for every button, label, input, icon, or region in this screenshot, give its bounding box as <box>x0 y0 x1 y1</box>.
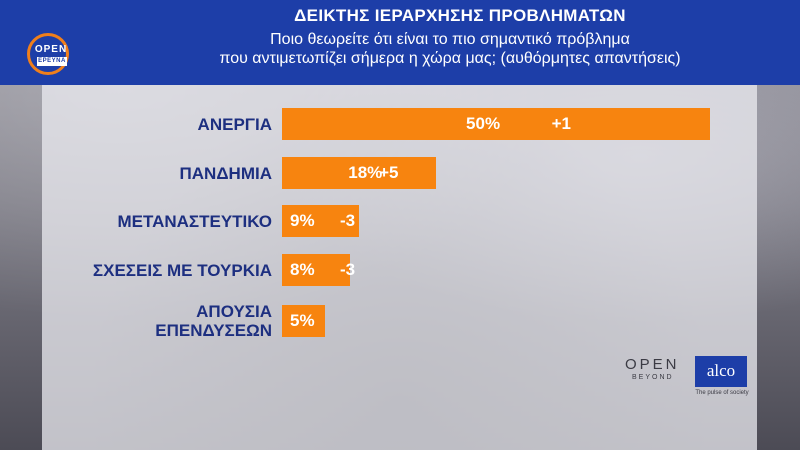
bar-value-label: 5% <box>290 311 315 330</box>
category-label-line: ΑΠΟΥΣΙΑ <box>196 302 272 321</box>
question-line-1: Ποιο θεωρείτε ότι είναι το πιο σημαντικό… <box>270 31 630 48</box>
header-bar: OPEN ΕΡΕΥΝΑ ΔΕΙΚΤΗΣ ΙΕΡΑΡΧΗΣΗΣ ΠΡΟΒΛΗΜΑΤ… <box>0 0 800 85</box>
bar-change-label: +5 <box>379 163 399 182</box>
bar-value-label: 9% <box>290 211 315 230</box>
bar-change-label: -3 <box>340 260 356 279</box>
category-label-line: ΑΝΕΡΓΙΑ <box>197 114 272 134</box>
question-line-2: που αντιμετωπίζει σήμερα η χώρα μας; (αυ… <box>219 50 681 67</box>
category-label: ΣΧΕΣΕΙΣ ΜΕ ΤΟΥΡΚΙΑ <box>52 261 272 280</box>
bar-change-label: -3 <box>340 211 356 230</box>
alco-tagline: The pulse of society <box>695 390 749 396</box>
category-label-line: ΣΧΕΣΕΙΣ ΜΕ ΤΟΥΡΚΙΑ <box>92 260 272 280</box>
bar-change-label: +1 <box>551 114 572 133</box>
category-label: ΑΝΕΡΓΙΑ <box>52 115 272 134</box>
category-label: ΑΠΟΥΣΙΑ ΕΠΕΝΔΥΣΕΩΝ <box>52 302 272 340</box>
bar-value-label: 8% <box>290 260 315 279</box>
open-beyond-logo: OPEN <box>625 356 680 373</box>
category-label-line: ΕΠΕΝΔΥΣΕΩΝ <box>155 321 272 340</box>
open-beyond-subtext: BEYOND <box>632 374 674 381</box>
bar <box>282 108 710 140</box>
question-text: Ποιο θεωρείτε ότι είναι το πιο σημαντικό… <box>100 30 800 68</box>
category-label: ΜΕΤΑΝΑΣΤΕΥΤΙΚΟ <box>52 212 272 231</box>
bar <box>282 254 351 286</box>
alco-logo: alco <box>695 356 747 387</box>
bar <box>282 157 437 189</box>
bar-value-label: 18% <box>348 163 383 182</box>
open-logo-ring-icon <box>27 33 69 75</box>
bar-value-label: 50% <box>466 114 501 133</box>
category-label-line: ΜΕΤΑΝΑΣΤΕΥΤΙΚΟ <box>117 211 272 231</box>
category-label-line: ΠΑΝΔΗΜΙΑ <box>179 163 273 183</box>
bar <box>282 205 360 237</box>
open-logo-text: OPEN <box>34 44 68 55</box>
bar <box>282 305 325 337</box>
category-label: ΠΑΝΔΗΜΙΑ <box>52 163 273 183</box>
page-title: ΔΕΙΚΤΗΣ ΙΕΡΑΡΧΗΣΗΣ ΠΡΟΒΛΗΜΑΤΩΝ <box>294 6 626 25</box>
open-logo-subtext: ΕΡΕΥΝΑ <box>37 57 67 66</box>
